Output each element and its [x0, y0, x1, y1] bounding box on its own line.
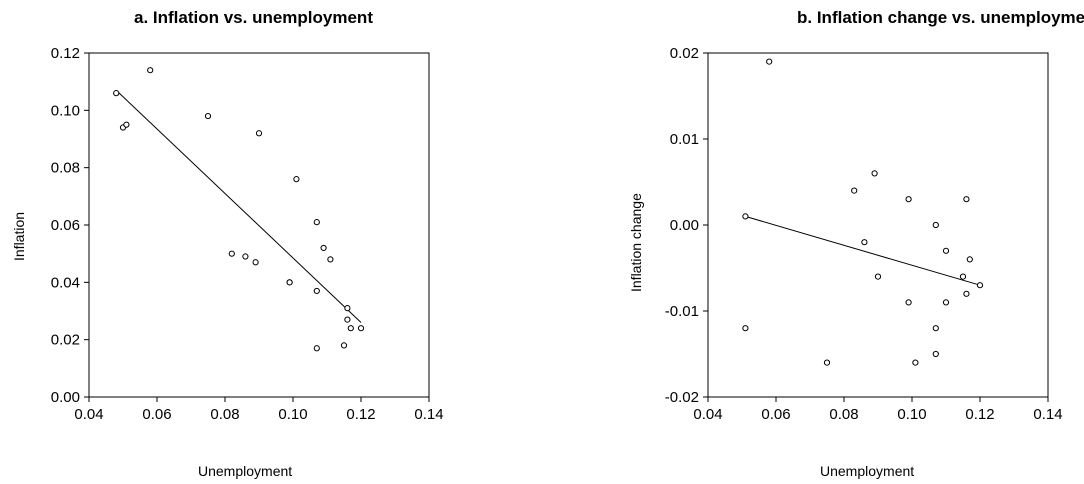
data-point	[963, 290, 970, 297]
data-point	[766, 58, 773, 65]
y-tick-label: 0.10	[51, 102, 80, 119]
x-tick-label: 0.04	[74, 406, 103, 423]
data-point	[228, 250, 235, 257]
data-point	[932, 325, 939, 332]
data-point	[861, 239, 868, 246]
data-point	[204, 112, 212, 120]
x-tick-label: 0.06	[142, 406, 171, 423]
data-point	[113, 90, 120, 97]
scatter-plot-a: 0.04 0.06 0.08 0.10 0.12 0.14 0.00 0.02 0.04 0.06…	[51, 45, 444, 423]
data-point	[976, 282, 984, 289]
y-tick-label: -0.02	[665, 389, 699, 406]
data-point	[340, 342, 348, 349]
data-point	[932, 350, 939, 358]
data-point	[742, 325, 749, 332]
data-point	[147, 67, 154, 74]
chart-title: a. Inflation vs. unemployment	[134, 8, 373, 27]
y-tick-label: 0.02	[51, 332, 80, 349]
x-tick-label: 0.08	[829, 406, 858, 423]
y-tick-label: 0.04	[51, 274, 80, 291]
x-tick-label: 0.14	[1033, 406, 1062, 423]
regression-line	[745, 215, 981, 286]
data-point	[871, 170, 878, 177]
data-point	[344, 305, 351, 312]
data-point	[932, 221, 939, 229]
data-point	[874, 273, 882, 280]
data-point	[347, 325, 354, 332]
data-point	[255, 130, 263, 137]
x-axis-label: Unemployment	[820, 463, 915, 479]
data-point	[942, 247, 950, 254]
plot-frame	[88, 52, 430, 398]
x-tick-label: 0.12	[965, 406, 994, 423]
y-tick-label: 0.02	[670, 45, 699, 62]
data-point	[959, 273, 967, 280]
x-tick-label: 0.10	[897, 406, 926, 423]
data-point	[242, 253, 249, 260]
y-tick-label: 0.00	[51, 389, 80, 406]
x-tick-label: 0.04	[693, 406, 722, 423]
x-axis-label: Unemployment	[198, 463, 293, 479]
y-tick-label: 0.06	[51, 217, 80, 234]
data-point	[344, 316, 351, 323]
data-point	[313, 287, 320, 295]
data-point	[252, 259, 259, 266]
data-point	[123, 121, 130, 128]
y-tick-label: 0.12	[51, 45, 80, 62]
y-tick-label: 0.01	[670, 131, 699, 148]
plot-frame	[707, 52, 1049, 398]
data-point	[912, 359, 919, 366]
data-point	[942, 299, 950, 306]
data-point	[851, 187, 858, 194]
data-point	[293, 176, 300, 183]
data-point	[320, 244, 327, 252]
data-point	[963, 196, 970, 203]
y-tick-label: 0.00	[670, 217, 699, 234]
x-tick-label: 0.10	[278, 406, 307, 423]
chart-panel-a: a. Inflation vs. unemployment Inflation …	[11, 8, 444, 479]
data-point	[742, 213, 749, 220]
y-tick-label: 0.08	[51, 160, 80, 177]
data-point	[313, 345, 320, 352]
x-tick-label: 0.14	[414, 406, 443, 423]
data-point	[286, 279, 293, 286]
y-tick-label: -0.01	[665, 303, 699, 320]
x-tick-label: 0.12	[346, 406, 375, 423]
regression-line	[115, 89, 362, 323]
scatter-plot-b: 0.04 0.06 0.08 0.10 0.12 0.14 -0.02 -0.01 0.00 0.…	[665, 45, 1063, 423]
data-point	[313, 219, 320, 226]
chart-title: b. Inflation change vs. unemployment	[797, 8, 1084, 27]
x-tick-label: 0.08	[210, 406, 239, 423]
data-point	[905, 299, 912, 306]
data-point	[966, 256, 973, 263]
x-tick-label: 0.06	[761, 406, 790, 423]
data-point	[905, 196, 912, 203]
data-point	[357, 325, 365, 332]
chart-panel-b: b. Inflation change vs. unemployment Inf…	[542, 0, 1084, 484]
data-point	[823, 359, 831, 366]
data-point	[327, 256, 334, 263]
